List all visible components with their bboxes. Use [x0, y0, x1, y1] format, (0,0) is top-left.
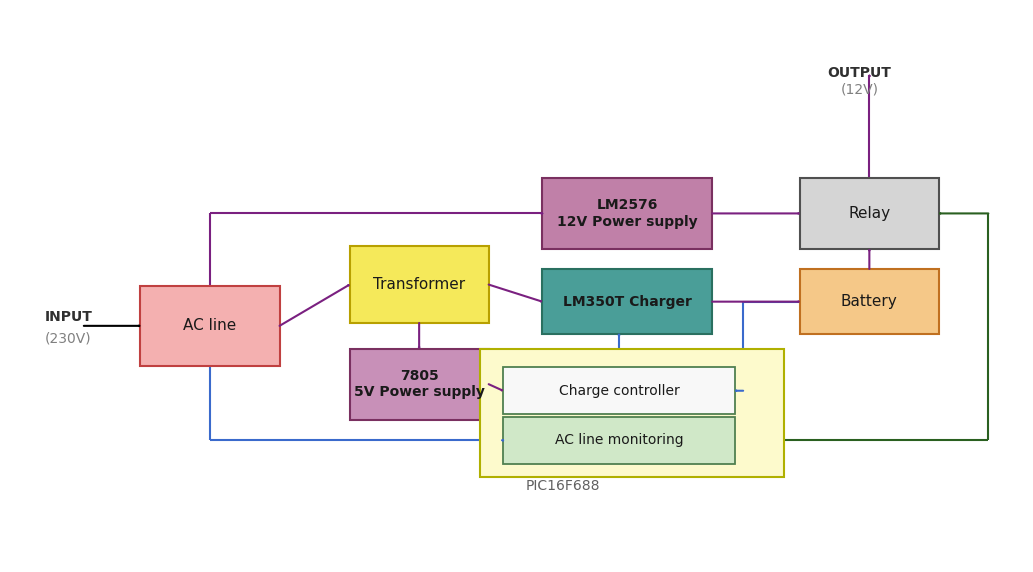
Text: OUTPUT: OUTPUT	[827, 66, 891, 80]
Text: AC line: AC line	[184, 319, 237, 333]
Text: 7805
5V Power supply: 7805 5V Power supply	[353, 369, 484, 399]
Text: INPUT: INPUT	[44, 310, 93, 324]
Text: Transformer: Transformer	[373, 277, 465, 292]
FancyBboxPatch shape	[140, 286, 280, 366]
Text: (12V): (12V)	[841, 82, 878, 97]
Text: Relay: Relay	[848, 206, 890, 221]
Text: PIC16F688: PIC16F688	[526, 479, 600, 494]
FancyBboxPatch shape	[349, 246, 489, 323]
FancyBboxPatch shape	[349, 348, 489, 420]
FancyBboxPatch shape	[503, 417, 734, 463]
FancyBboxPatch shape	[542, 178, 712, 249]
Text: LM350T Charger: LM350T Charger	[563, 295, 692, 309]
Text: LM2576
12V Power supply: LM2576 12V Power supply	[557, 198, 697, 229]
FancyBboxPatch shape	[480, 348, 784, 476]
FancyBboxPatch shape	[542, 269, 712, 335]
Text: (230V): (230V)	[44, 331, 91, 345]
FancyBboxPatch shape	[800, 178, 939, 249]
FancyBboxPatch shape	[503, 367, 734, 414]
Text: Charge controller: Charge controller	[559, 384, 680, 398]
Text: AC line monitoring: AC line monitoring	[555, 433, 683, 447]
FancyBboxPatch shape	[800, 269, 939, 335]
Text: Battery: Battery	[841, 294, 898, 309]
